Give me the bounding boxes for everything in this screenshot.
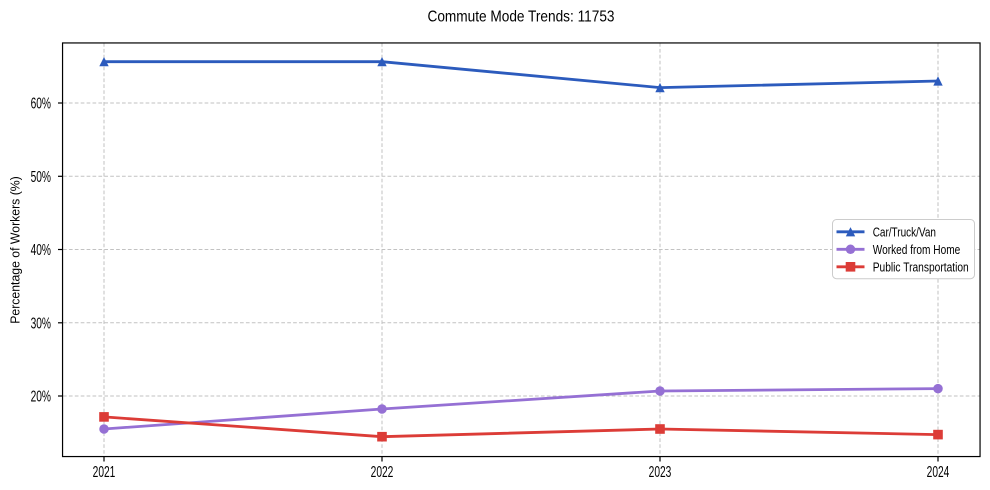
svg-text:40%: 40%: [31, 241, 52, 259]
svg-text:50%: 50%: [31, 168, 52, 186]
svg-text:2022: 2022: [371, 463, 394, 481]
svg-text:Car/Truck/Van: Car/Truck/Van: [873, 226, 936, 239]
svg-text:Public Transportation: Public Transportation: [873, 261, 969, 274]
svg-text:20%: 20%: [31, 387, 52, 405]
svg-text:60%: 60%: [31, 94, 52, 112]
svg-text:Worked from Home: Worked from Home: [873, 244, 961, 257]
svg-text:Commute Mode Trends: 11753: Commute Mode Trends: 11753: [428, 8, 615, 25]
svg-text:2021: 2021: [93, 463, 116, 481]
svg-text:30%: 30%: [31, 314, 52, 332]
svg-text:Percentage of Workers (%): Percentage of Workers (%): [8, 176, 22, 324]
svg-text:2023: 2023: [649, 463, 672, 481]
svg-text:2024: 2024: [927, 463, 950, 481]
